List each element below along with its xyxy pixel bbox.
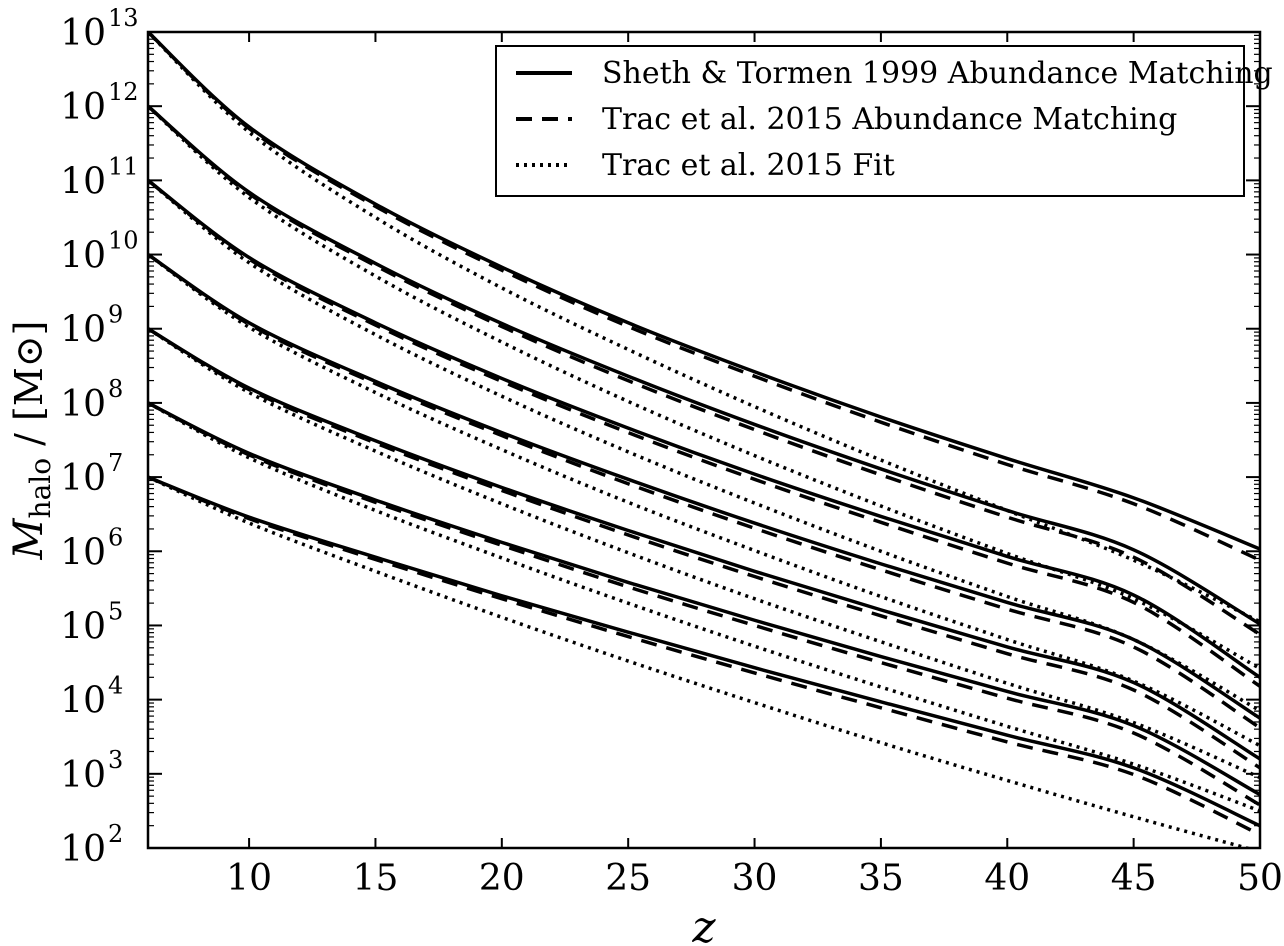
plot-frame <box>146 30 1262 850</box>
x-tick-label: 20 <box>479 858 525 899</box>
legend: Sheth & Tormen 1999 Abundance Matching T… <box>495 45 1273 197</box>
series-layer <box>148 32 1260 848</box>
series-dashed-1e10 <box>148 253 1260 730</box>
series-dashed-1e12 <box>148 104 1260 636</box>
x-tick-label: 25 <box>605 858 651 899</box>
legend-label-sheth-tormen: Sheth & Tormen 1999 Abundance Matching <box>602 56 1273 91</box>
x-tick-label: 40 <box>984 858 1030 899</box>
y-axis-label-symbol: M <box>6 517 52 560</box>
legend-label-trac-fit: Trac et al. 2015 Fit <box>602 148 895 183</box>
series-dotted-1e12 <box>148 104 1260 671</box>
y-tick-exponent: 4 <box>108 672 123 700</box>
y-tick-label: 10 <box>60 458 106 499</box>
legend-box <box>495 45 1245 197</box>
x-tick-label: 10 <box>226 858 272 899</box>
series-dashed-1e11 <box>148 178 1260 688</box>
series-dashed-1e7 <box>148 475 1260 837</box>
y-tick-label: 10 <box>60 755 106 796</box>
y-tick-exponent: 5 <box>108 597 123 625</box>
y-tick-label: 10 <box>60 236 106 277</box>
y-tick-label: 10 <box>60 13 106 54</box>
y-axis-label: Mhalo / [M⊙] <box>6 321 57 561</box>
x-axis: 10 15 20 25 30 35 40 45 50 <box>226 32 1283 899</box>
series-solid-1e8 <box>148 401 1260 797</box>
y-tick-label: 10 <box>60 161 106 202</box>
y-tick-exponent: 3 <box>108 746 123 774</box>
series-dashed-1e13 <box>148 32 1260 562</box>
y-tick-exponent: 11 <box>108 152 139 180</box>
series-solid-1e9 <box>148 327 1260 761</box>
y-tick-exponent: 12 <box>108 78 139 106</box>
y-tick-exponent: 2 <box>108 820 123 848</box>
series-solid-1e12 <box>148 104 1260 626</box>
y-tick-label: 10 <box>60 606 106 647</box>
series-solid-1e11 <box>148 178 1260 679</box>
series-dotted-1e7 <box>148 475 1254 848</box>
y-tick-label: 10 <box>60 681 106 722</box>
x-tick-label: 50 <box>1237 858 1283 899</box>
y-tick-label: 10 <box>60 532 106 573</box>
x-tick-label: 15 <box>353 858 399 899</box>
x-axis-label: z <box>691 902 716 946</box>
y-tick-label: 10 <box>60 310 106 351</box>
y-axis-label-subscript: halo <box>24 458 57 519</box>
y-tick-label: 10 <box>60 87 106 128</box>
y-axis-label-unit: / [M⊙] <box>7 321 51 458</box>
y-tick-exponent: 7 <box>108 449 123 477</box>
series-dashed-1e8 <box>148 401 1260 807</box>
x-tick-label: 30 <box>732 858 778 899</box>
y-tick-exponent: 9 <box>108 301 123 329</box>
y-tick-label: 10 <box>60 384 106 425</box>
y-tick-exponent: 8 <box>108 375 123 403</box>
y-tick-exponent: 6 <box>108 523 123 551</box>
series-solid-1e7 <box>148 475 1260 828</box>
y-tick-exponent: 13 <box>108 4 139 32</box>
legend-label-trac-abundance: Trac et al. 2015 Abundance Matching <box>602 102 1177 137</box>
x-tick-label: 45 <box>1111 858 1157 899</box>
x-tick-label: 35 <box>858 858 904 899</box>
series-dashed-1e9 <box>148 327 1260 770</box>
y-tick-exponent: 10 <box>108 227 139 255</box>
series-dotted-1e10 <box>148 253 1260 748</box>
series-dotted-1e9 <box>148 327 1260 780</box>
y-tick-label: 10 <box>60 829 106 870</box>
series-dotted-1e8 <box>148 401 1260 813</box>
